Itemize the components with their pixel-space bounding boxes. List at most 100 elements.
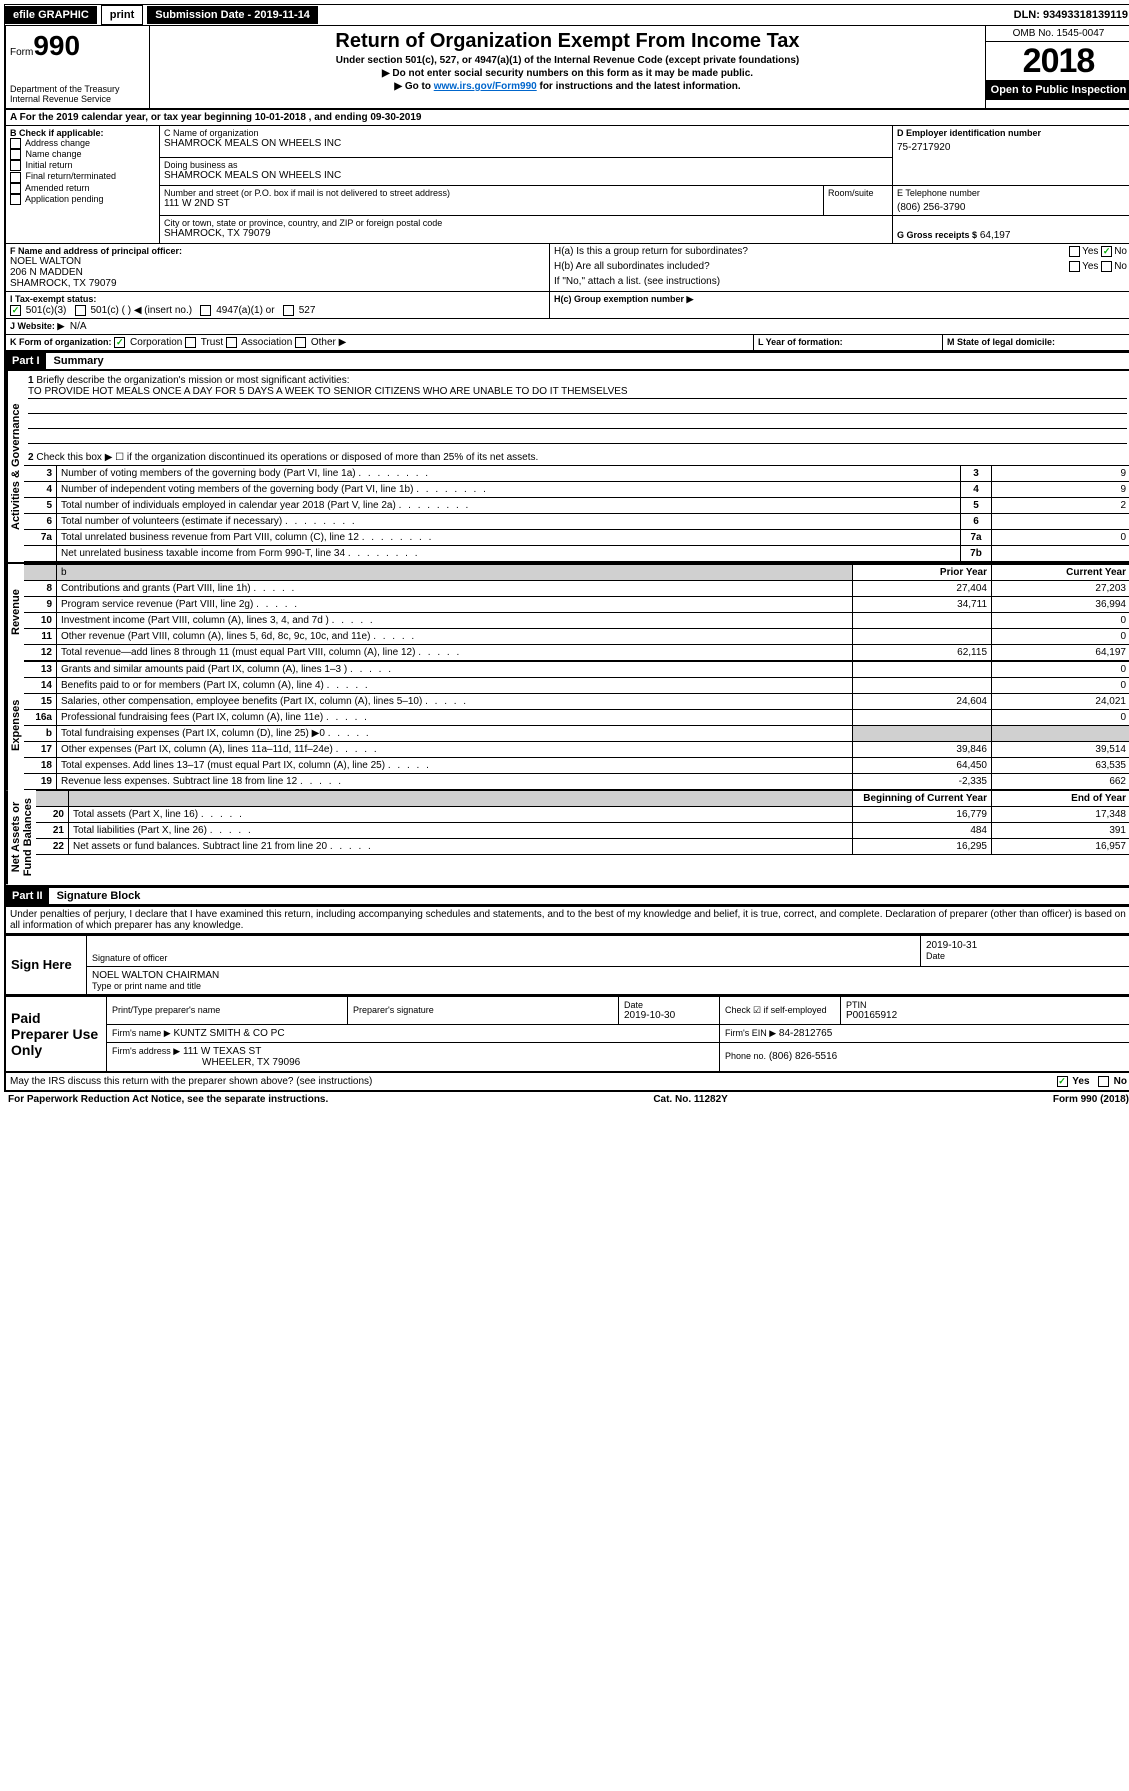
block-b-checkbox[interactable] xyxy=(10,149,21,160)
header-sub3-post: for instructions and the latest informat… xyxy=(537,81,741,92)
h-note: If "No," attach a list. (see instruction… xyxy=(550,274,1129,289)
city-state-zip: SHAMROCK, TX 79079 xyxy=(164,228,888,239)
mission-text: TO PROVIDE HOT MEALS ONCE A DAY FOR 5 DA… xyxy=(28,386,1127,399)
block-b-checkbox[interactable] xyxy=(10,194,21,205)
firm-name-label: Firm's name ▶ xyxy=(112,1028,171,1038)
sign-here-block: Sign Here Signature of officer 2019-10-3… xyxy=(4,935,1129,996)
ein-value: 75-2717920 xyxy=(897,142,1127,153)
submission-date-label: Submission Date - 2019-11-14 xyxy=(147,6,318,24)
website-value: N/A xyxy=(70,321,87,332)
block-l-label: L Year of formation: xyxy=(758,337,843,347)
h-b-label: H(b) Are all subordinates included? xyxy=(554,261,710,272)
efile-topbar: efile GRAPHIC print Submission Date - 20… xyxy=(4,4,1129,26)
tax-exempt-label: I Tax-exempt status: xyxy=(10,294,96,304)
paid-preparer-label: Paid Preparer Use Only xyxy=(5,996,107,1072)
dept-label: Department of the Treasury Internal Reve… xyxy=(10,84,145,104)
expenses-label: Expenses xyxy=(6,661,24,790)
website-label: J Website: ▶ xyxy=(10,321,64,331)
part-i-header: Part I xyxy=(6,353,46,369)
paid-preparer-block: Paid Preparer Use Only Print/Type prepar… xyxy=(4,996,1129,1073)
efile-label: efile GRAPHIC xyxy=(5,6,97,24)
omb-number: OMB No. 1545-0047 xyxy=(986,26,1129,42)
prep-check-label: Check ☑ if self-employed xyxy=(725,1005,835,1016)
discuss-label: May the IRS discuss this return with the… xyxy=(10,1076,372,1087)
prep-date: 2019-10-30 xyxy=(624,1010,714,1021)
4947-checkbox[interactable] xyxy=(200,305,211,316)
print-button[interactable]: print xyxy=(101,5,143,25)
firm-ein-label: Firm's EIN ▶ xyxy=(725,1028,776,1038)
header-sub1: Under section 501(c), 527, or 4947(a)(1)… xyxy=(156,55,979,66)
discuss-no-checkbox[interactable] xyxy=(1098,1076,1109,1087)
perjury-statement: Under penalties of perjury, I declare th… xyxy=(4,906,1129,935)
tax-year: 2018 xyxy=(986,42,1129,80)
block-d-label: D Employer identification number xyxy=(897,128,1127,138)
prep-date-label: Date xyxy=(624,1000,714,1010)
block-e-label: E Telephone number xyxy=(897,188,1127,198)
block-k-label: K Form of organization: xyxy=(10,337,112,347)
line-1-label: Briefly describe the organization's miss… xyxy=(36,375,349,386)
revenue-table: bPrior YearCurrent Year8Contributions an… xyxy=(24,564,1129,661)
block-b-checkbox[interactable] xyxy=(10,172,21,183)
officer-name-label: Type or print name and title xyxy=(92,981,1126,991)
part-ii-title: Signature Block xyxy=(49,890,141,902)
dba-name: SHAMROCK MEALS ON WHEELS INC xyxy=(164,170,888,181)
open-inspection-badge: Open to Public Inspection xyxy=(986,80,1129,100)
line-2-label: Check this box ▶ ☐ if the organization d… xyxy=(36,452,538,463)
header-sub3-pre: ▶ Go to xyxy=(394,81,433,92)
527-checkbox[interactable] xyxy=(283,305,294,316)
part-ii-header: Part II xyxy=(6,888,49,904)
block-c-label: C Name of organization xyxy=(164,128,888,138)
discuss-yes-checkbox[interactable] xyxy=(1057,1076,1068,1087)
501c-checkbox[interactable] xyxy=(75,305,86,316)
dba-label: Doing business as xyxy=(164,160,888,170)
k-opt-checkbox[interactable] xyxy=(114,337,125,348)
net-assets-label: Net Assets or Fund Balances xyxy=(6,790,36,884)
dln-label: DLN: 93493318139119 xyxy=(1014,9,1128,21)
ha-yes-checkbox[interactable] xyxy=(1069,246,1080,257)
sig-officer-label: Signature of officer xyxy=(92,953,915,963)
501c3-checkbox[interactable] xyxy=(10,305,21,316)
block-b-checkbox[interactable] xyxy=(10,138,21,149)
firm-ein: 84-2812765 xyxy=(779,1028,832,1039)
phone-value: (806) 256-3790 xyxy=(897,202,1127,213)
firm-name: KUNTZ SMITH & CO PC xyxy=(173,1028,284,1039)
revenue-label: Revenue xyxy=(6,564,24,661)
sig-date: 2019-10-31 xyxy=(926,940,1126,951)
form-word: Form xyxy=(10,47,33,58)
ptin-label: PTIN xyxy=(846,1000,1126,1010)
form-header: Form990 Department of the Treasury Inter… xyxy=(4,26,1129,110)
h-a-label: H(a) Is this a group return for subordin… xyxy=(554,246,748,257)
org-name: SHAMROCK MEALS ON WHEELS INC xyxy=(164,138,888,149)
gross-receipts-value: 64,197 xyxy=(980,230,1011,241)
activities-table: 3Number of voting members of the governi… xyxy=(24,465,1129,562)
block-b-label: B Check if applicable: xyxy=(10,128,155,138)
ha-no-checkbox[interactable] xyxy=(1101,246,1112,257)
ptin-value: P00165912 xyxy=(846,1010,1126,1021)
street-address: 111 W 2ND ST xyxy=(164,198,819,209)
activities-governance-label: Activities & Governance xyxy=(6,371,24,562)
firm-city: WHEELER, TX 79096 xyxy=(202,1057,300,1068)
irs-link[interactable]: www.irs.gov/Form990 xyxy=(434,81,537,92)
footer-right: Form 990 (2018) xyxy=(1053,1094,1129,1105)
hb-yes-checkbox[interactable] xyxy=(1069,261,1080,272)
h-c-label: H(c) Group exemption number ▶ xyxy=(554,294,693,304)
net-assets-table: Beginning of Current YearEnd of Year20To… xyxy=(36,790,1129,855)
addr-label: Number and street (or P.O. box if mail i… xyxy=(164,188,819,198)
k-opt-checkbox[interactable] xyxy=(185,337,196,348)
block-b-checkbox[interactable] xyxy=(10,160,21,171)
prep-sig-label: Preparer's signature xyxy=(353,1005,613,1015)
firm-address: 111 W TEXAS ST xyxy=(183,1046,261,1057)
city-label: City or town, state or province, country… xyxy=(164,218,888,228)
k-opt-checkbox[interactable] xyxy=(295,337,306,348)
officer-name-title: NOEL WALTON CHAIRMAN xyxy=(92,970,1126,981)
expenses-table: 13Grants and similar amounts paid (Part … xyxy=(24,661,1129,790)
line-a: A For the 2019 calendar year, or tax yea… xyxy=(6,110,1129,125)
block-g-label: G Gross receipts $ xyxy=(897,230,977,240)
firm-phone: (806) 826-5516 xyxy=(769,1051,837,1062)
header-sub2: ▶ Do not enter social security numbers o… xyxy=(156,68,979,79)
block-m-label: M State of legal domicile: xyxy=(947,337,1055,347)
footer-mid: Cat. No. 11282Y xyxy=(653,1094,727,1105)
block-b-checkbox[interactable] xyxy=(10,183,21,194)
hb-no-checkbox[interactable] xyxy=(1101,261,1112,272)
k-opt-checkbox[interactable] xyxy=(226,337,237,348)
